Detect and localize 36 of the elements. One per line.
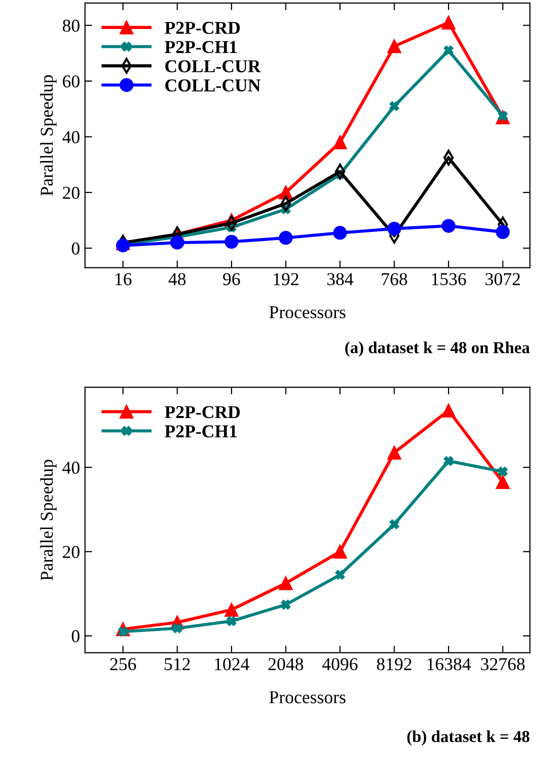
legend-label: COLL-CUN — [165, 79, 261, 92]
x-tick-label: 1536 — [432, 273, 466, 286]
x-tick-label: 512 — [164, 658, 190, 670]
y-axis-title: Parallel Speedup — [40, 75, 57, 196]
x-tick-label: 192 — [274, 273, 298, 286]
x-tick-label: 4096 — [322, 658, 358, 670]
y-tick-label: 80 — [62, 20, 80, 32]
legend-label: P2P-CRD — [164, 406, 240, 418]
x-tick-label: 8192 — [376, 658, 412, 670]
legend-label: P2P-CH1 — [164, 425, 237, 438]
legend-label: P2P-CRD — [164, 22, 240, 34]
x-tick-label: 256 — [110, 658, 136, 670]
text: (a) dataset k = 48 on Rhea — [345, 342, 530, 357]
x-tick-label: 3072 — [486, 273, 520, 286]
x-tick-label: 768 — [382, 273, 408, 286]
legend-label: COLL-CUR — [165, 60, 261, 72]
x-tick-label: 1024 — [215, 658, 250, 670]
y-axis-title: Parallel Speedup — [40, 460, 57, 580]
y-tick-label: 20 — [62, 546, 80, 558]
text: (b) dataset k = 48 — [407, 730, 530, 746]
y-tick-label: 0 — [72, 242, 80, 255]
x-axis-title: Processors — [269, 691, 346, 704]
y-tick-label: 40 — [62, 131, 80, 144]
y-tick-label: 20 — [62, 186, 80, 199]
x-tick-label: 48 — [168, 273, 186, 286]
x-tick-label: 32768 — [481, 658, 525, 670]
x-tick-label: 2048 — [268, 658, 304, 670]
x-tick-label: 384 — [327, 273, 354, 286]
y-tick-label: 0 — [72, 630, 80, 642]
y-tick-label: 40 — [62, 462, 80, 474]
x-axis-title: Processors — [269, 306, 346, 318]
x-tick-label: 16384 — [428, 658, 471, 670]
x-tick-label: 16 — [116, 273, 132, 286]
x-tick-label: 96 — [223, 273, 240, 286]
legend-label: P2P-CH1 — [164, 41, 237, 54]
y-tick-label: 60 — [62, 75, 80, 88]
